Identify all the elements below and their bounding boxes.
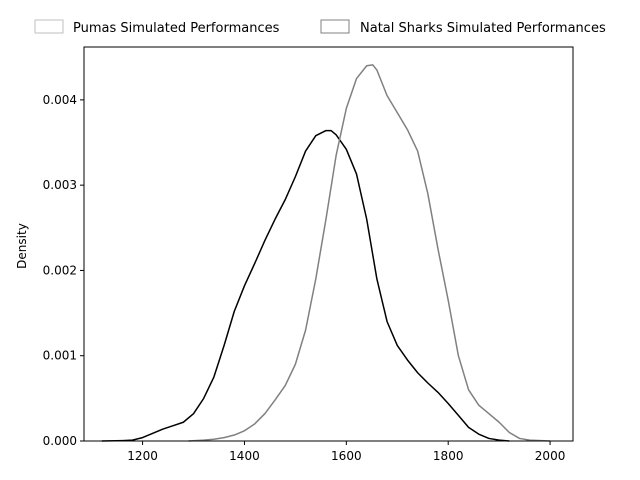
legend: Pumas Simulated Performances Natal Shark…: [34, 19, 606, 36]
pumas-density-line: [101, 129, 510, 442]
series-layer: [101, 64, 551, 442]
legend-swatch-sharks: [320, 19, 350, 34]
x-tick-label: 1400: [229, 449, 260, 463]
y-tick-label: 0.004: [43, 93, 77, 107]
x-tick-label: 1200: [127, 449, 158, 463]
plot-frame: [83, 46, 574, 442]
y-axis-label: Density: [15, 223, 29, 269]
legend-label-sharks: Natal Sharks Simulated Performances: [360, 21, 606, 36]
legend-swatch-pumas: [34, 19, 64, 34]
x-tick-label: 2000: [535, 449, 566, 463]
x-tick-label: 1600: [331, 449, 362, 463]
y-tick-label: 0.003: [43, 178, 77, 192]
y-tick-label: 0.001: [43, 349, 77, 363]
y-tick-label: 0.002: [43, 263, 77, 277]
x-tick-label: 1800: [433, 449, 464, 463]
y-tick-label: 0.000: [43, 434, 77, 448]
x-axis-ticks: 1200 1400 1600 1800 2000: [127, 441, 565, 463]
natal-sharks-density-line: [188, 64, 551, 442]
legend-label-pumas: Pumas Simulated Performances: [73, 21, 280, 36]
y-axis-ticks: 0.000 0.001 0.002 0.003 0.004: [43, 93, 84, 448]
